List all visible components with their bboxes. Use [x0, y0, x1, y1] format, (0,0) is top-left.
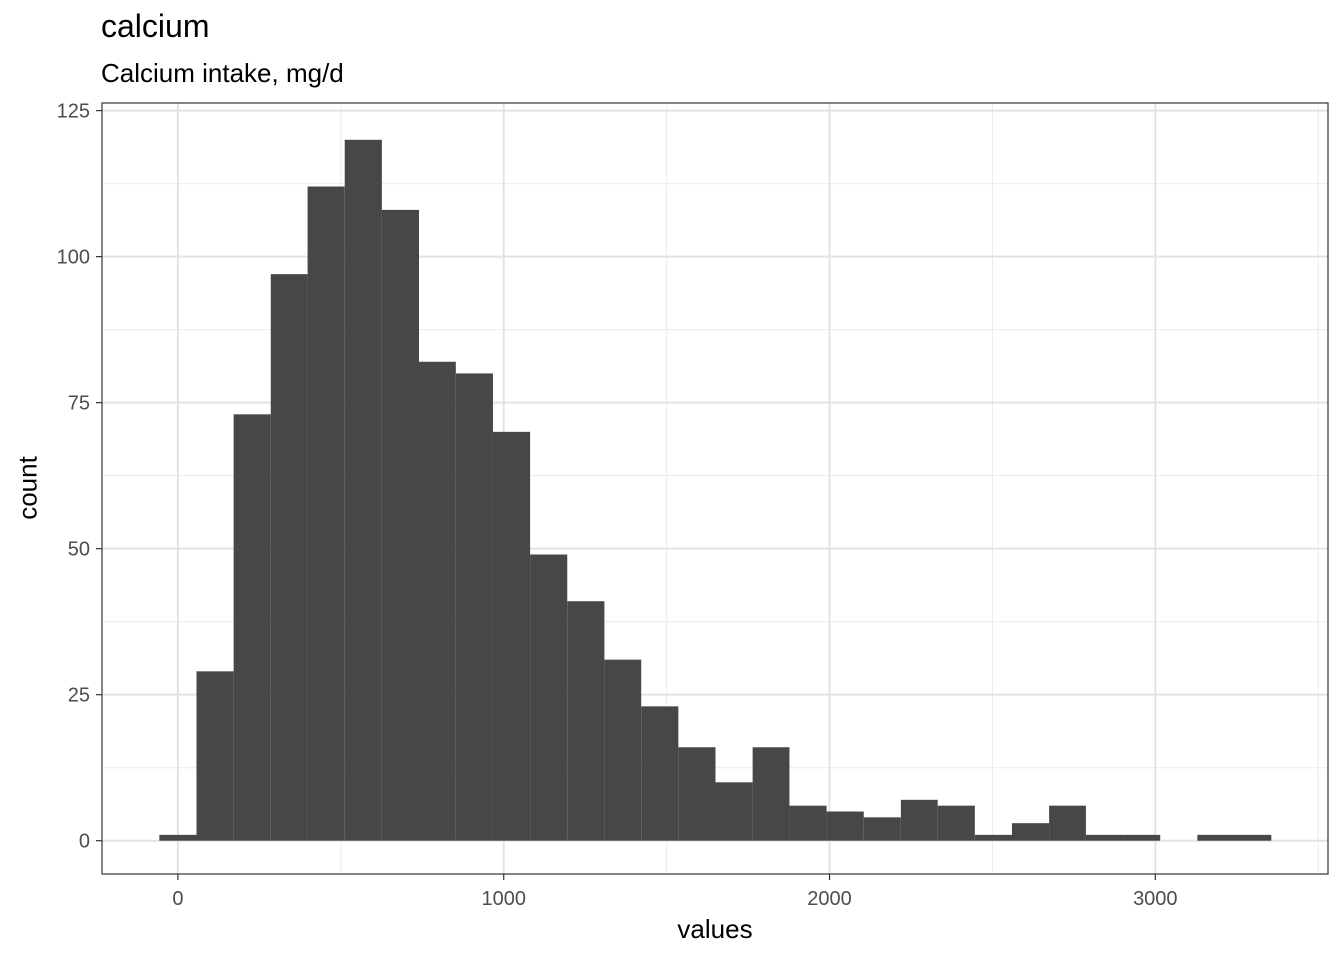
x-axis-label: values	[677, 914, 753, 944]
histogram-bar	[455, 373, 493, 841]
histogram-bar	[1234, 834, 1272, 841]
y-tick-label: 25	[68, 685, 90, 707]
y-tick-label: 0	[79, 831, 90, 853]
histogram-bar	[789, 805, 827, 841]
histogram-bar	[1049, 805, 1086, 841]
y-tick-label: 75	[68, 393, 90, 415]
histogram-bar	[641, 706, 679, 841]
histogram-bar	[196, 671, 234, 841]
histogram-bar	[937, 805, 975, 841]
histogram-bar	[567, 601, 605, 841]
histogram-bar	[270, 274, 308, 841]
histogram-bar	[233, 414, 271, 841]
histogram-bar	[863, 817, 901, 841]
chart-subtitle: Calcium intake, mg/d	[101, 58, 344, 88]
histogram-bar	[344, 139, 382, 841]
histogram-bar	[1011, 823, 1050, 841]
histogram-bar	[715, 782, 753, 841]
histogram-bar	[1197, 834, 1235, 841]
histogram-bar	[752, 747, 790, 841]
histogram-bar	[159, 834, 197, 841]
histogram-bar	[1123, 834, 1161, 841]
chart-title: calcium	[101, 8, 210, 44]
histogram-bar	[900, 799, 938, 841]
x-tick-label: 2000	[807, 888, 852, 910]
panel-border	[101, 102, 1329, 875]
y-tick-label: 50	[68, 539, 90, 561]
histogram-bar	[678, 747, 716, 841]
axis-ticks: 0 1000 2000 3000 0 25 50 75 100 125	[57, 101, 1178, 910]
bars-group	[159, 139, 1272, 841]
histogram-bar	[419, 361, 456, 841]
histogram-bar	[530, 554, 568, 841]
histogram-bar	[1085, 834, 1124, 841]
histogram-bar	[307, 186, 345, 841]
x-tick-label: 1000	[481, 888, 526, 910]
histogram-bar	[492, 431, 531, 841]
histogram-bar	[826, 811, 864, 841]
histogram-bar	[381, 209, 420, 841]
histogram-bar	[974, 834, 1012, 841]
y-tick-label: 125	[57, 101, 90, 123]
x-tick-label: 0	[172, 888, 183, 910]
y-tick-label: 100	[57, 247, 90, 269]
histogram-bar	[604, 659, 642, 841]
x-tick-label: 3000	[1133, 888, 1178, 910]
